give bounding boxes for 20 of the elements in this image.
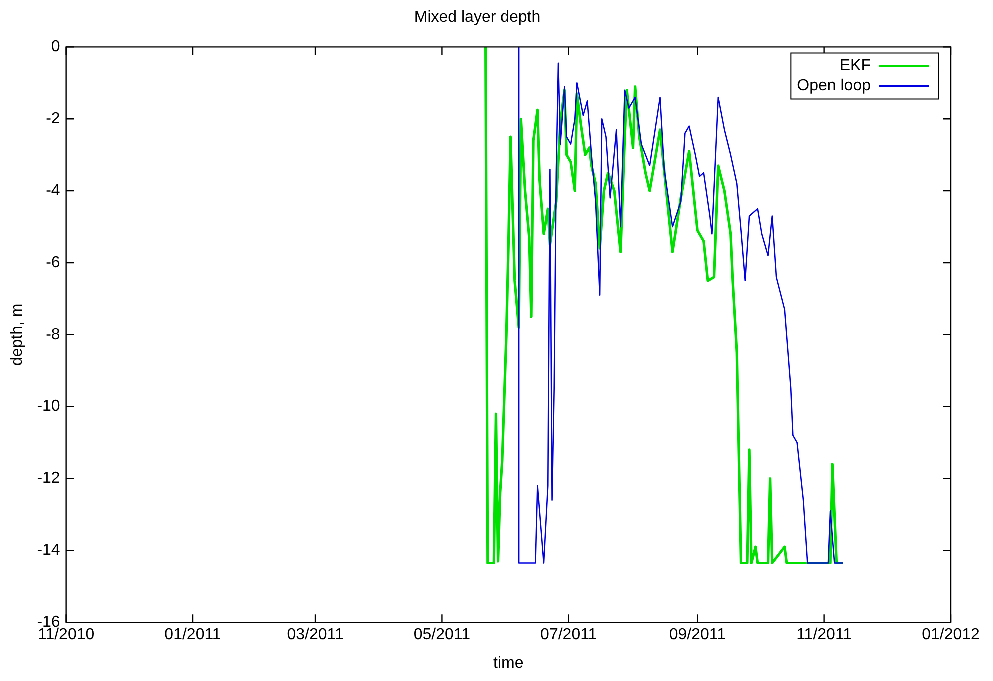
y-tick-label: 0 — [51, 38, 60, 56]
x-tick-label: 09/2011 — [669, 626, 726, 644]
y-tick-label: -4 — [46, 182, 60, 200]
x-tick-label: 07/2011 — [540, 626, 598, 644]
y-tick-label: -14 — [37, 542, 60, 560]
x-tick-label: 03/2011 — [287, 626, 344, 644]
x-axis-title: time — [494, 654, 524, 672]
x-tick-label: 01/2012 — [922, 626, 980, 644]
y-tick-label: -6 — [46, 254, 60, 272]
legend-label: Open loop — [797, 78, 872, 95]
legend-label: EKF — [840, 58, 872, 75]
y-tick-label: -12 — [37, 470, 60, 488]
y-tick-label: -2 — [46, 110, 60, 128]
x-tick-label: 11/2011 — [796, 626, 852, 644]
y-tick-label: -10 — [37, 398, 60, 416]
y-axis-title: depth, m — [9, 304, 26, 366]
x-tick-label: 01/2011 — [164, 626, 222, 644]
chart-title: Mixed layer depth — [414, 9, 541, 26]
y-tick-label: -8 — [46, 326, 60, 344]
x-tick-label: 05/2011 — [414, 626, 471, 644]
